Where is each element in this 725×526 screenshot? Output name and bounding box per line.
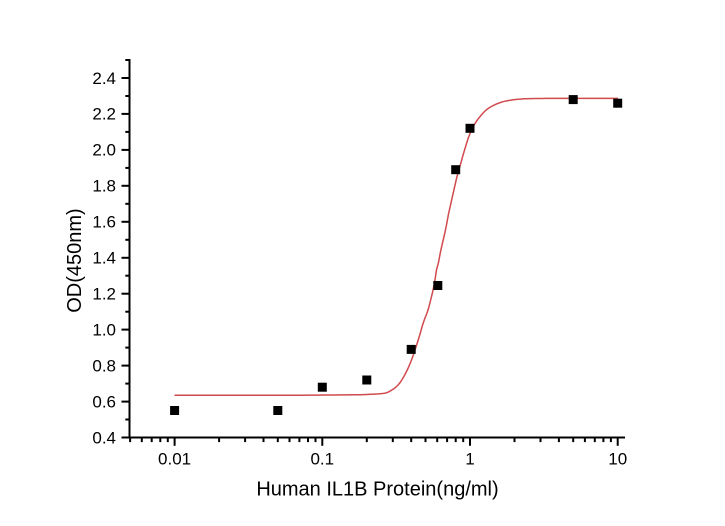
svg-text:OD(450nm): OD(450nm) bbox=[64, 208, 86, 312]
svg-text:1.0: 1.0 bbox=[92, 320, 116, 339]
svg-text:2.0: 2.0 bbox=[92, 141, 116, 160]
svg-text:1.8: 1.8 bbox=[92, 177, 116, 196]
svg-text:0.01: 0.01 bbox=[158, 450, 191, 469]
svg-text:1.4: 1.4 bbox=[92, 249, 116, 268]
svg-text:1: 1 bbox=[465, 450, 474, 469]
svg-text:0.6: 0.6 bbox=[92, 392, 116, 411]
svg-text:1.2: 1.2 bbox=[92, 285, 116, 304]
svg-text:0.4: 0.4 bbox=[92, 428, 116, 447]
svg-text:Human IL1B Protein(ng/ml): Human IL1B Protein(ng/ml) bbox=[256, 479, 498, 501]
svg-text:2.2: 2.2 bbox=[92, 105, 116, 124]
svg-text:10: 10 bbox=[608, 450, 627, 469]
svg-text:2.4: 2.4 bbox=[92, 69, 116, 88]
svg-text:0.1: 0.1 bbox=[310, 450, 334, 469]
svg-text:0.8: 0.8 bbox=[92, 356, 116, 375]
svg-text:1.6: 1.6 bbox=[92, 213, 116, 232]
